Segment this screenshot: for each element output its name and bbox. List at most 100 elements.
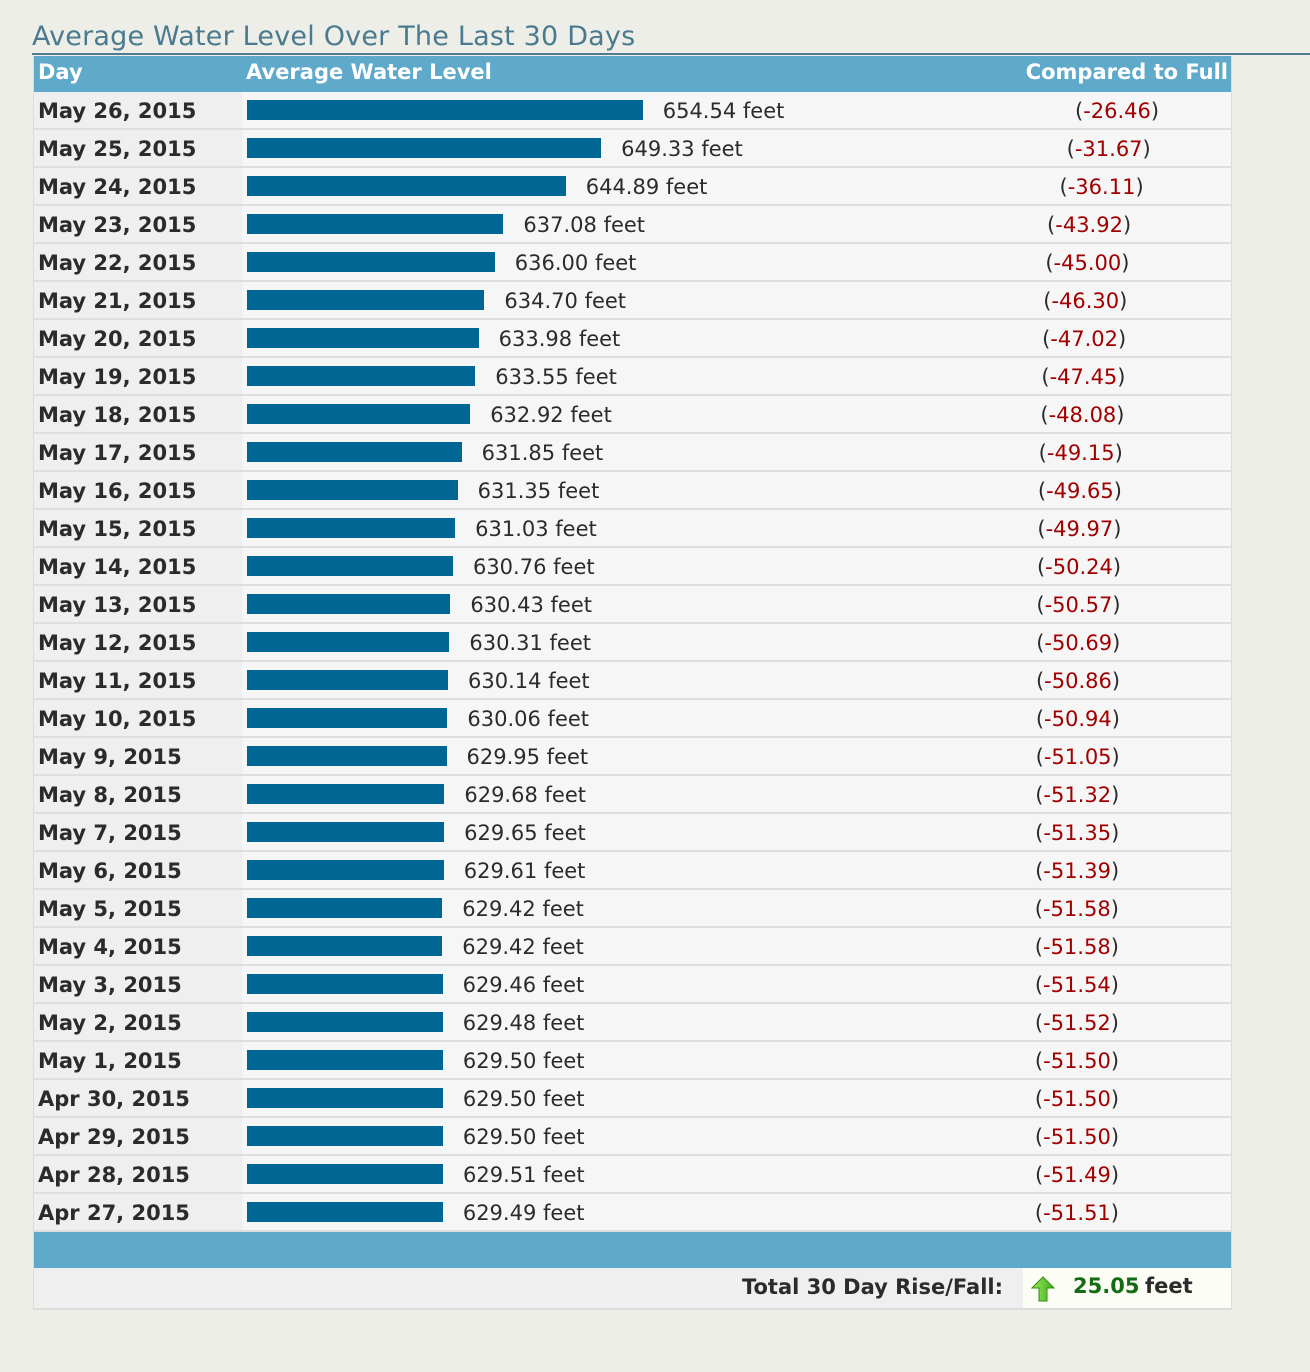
row-compare-value: -50.86 [1044,669,1112,693]
row-level-value: 630.06 [467,707,541,731]
row-compare-value: -47.45 [1049,365,1118,389]
row-level: 633.98 feet [499,320,621,358]
row-day: May 5, 2015 [34,890,242,926]
table-row: May 7, 2015 629.65 feet (-51.35) [34,814,1231,852]
level-bar [247,670,448,690]
row-compare-value: -43.92 [1055,213,1123,237]
row-compare: (-51.05) [1035,745,1120,769]
column-header-level: Average Water Level [246,60,492,84]
row-level: 630.14 feet [468,662,590,700]
row-level-unit: feet [557,479,600,503]
row-level: 629.50 feet [463,1042,585,1080]
table-row: May 17, 2015 631.85 feet (-49.15) [34,434,1231,472]
row-level-unit: feet [543,859,586,883]
row-compare-value: -50.69 [1044,631,1113,655]
table-row: May 23, 2015 637.08 feet (-43.92) [34,206,1231,244]
row-compare: (-49.97) [1037,517,1122,541]
row-level-unit: feet [543,1163,585,1187]
row-day: May 1, 2015 [34,1042,242,1078]
level-bar [247,252,495,272]
column-header-compare: Compared to Full [1025,60,1228,84]
row-level-unit: feet [542,897,584,921]
row-level: 630.06 feet [467,700,589,738]
row-compare: (-26.46) [1074,99,1160,123]
level-bar [247,442,462,462]
row-level: 629.95 feet [467,738,589,776]
row-level: 629.46 feet [463,966,585,1004]
table-row: May 2, 2015 629.48 feet (-51.52) [34,1004,1231,1042]
row-level-value: 631.85 [481,441,556,465]
row-compare: (-51.49) [1034,1163,1120,1187]
level-bar [247,404,471,424]
row-compare: (-49.65) [1037,479,1122,503]
row-compare-value: -51.52 [1043,1011,1111,1035]
row-day: May 3, 2015 [34,966,242,1002]
row-level-value: 629.50 [462,1125,537,1149]
level-bar [247,1164,443,1184]
row-compare-value: -50.94 [1044,707,1112,731]
row-compare: (-50.86) [1035,669,1121,693]
row-level-unit: feet [542,935,584,959]
row-level: 629.61 feet [464,852,586,890]
table-row: Apr 30, 2015 629.50 feet (-51.50) [34,1080,1231,1118]
row-day: May 17, 2015 [34,434,242,470]
row-level-value: 629.48 [462,1011,537,1035]
row-compare-value: -46.30 [1051,289,1120,313]
row-compare-value: -49.15 [1046,441,1115,465]
row-day: May 25, 2015 [34,130,242,166]
table-row: May 25, 2015 649.33 feet (-31.67) [34,130,1231,168]
row-level-unit: feet [603,213,646,237]
row-day: May 16, 2015 [34,472,242,508]
table-row: May 21, 2015 634.70 feet (-46.30) [34,282,1231,320]
row-level: 632.92 feet [490,396,612,434]
row-level-unit: feet [553,555,595,579]
row-day: May 14, 2015 [34,548,242,584]
row-level-unit: feet [570,403,612,427]
row-compare-value: -51.58 [1042,897,1111,921]
row-compare: (-31.67) [1066,137,1151,161]
row-level-unit: feet [547,707,590,731]
level-bar [247,1088,443,1108]
table-header: Day Average Water Level Compared to Full [34,56,1231,92]
row-level: 630.76 feet [473,548,595,586]
level-bar [247,594,451,614]
table-row: May 14, 2015 630.76 feet (-50.24) [34,548,1231,586]
row-level: 630.31 feet [469,624,591,662]
table-row: May 12, 2015 630.31 feet (-50.69) [34,624,1231,662]
table-row: Apr 27, 2015 629.49 feet (-51.51) [34,1194,1231,1232]
level-bar [247,138,602,158]
row-level-value: 630.43 [470,593,544,617]
row-level-value: 629.42 [462,897,536,921]
row-day: Apr 28, 2015 [34,1156,242,1192]
row-level-unit: feet [701,137,743,161]
row-compare: (-46.30) [1043,289,1128,313]
total-unit: feet [1145,1274,1193,1298]
page-title: Average Water Level Over The Last 30 Day… [32,21,636,52]
table-row: May 10, 2015 630.06 feet (-50.94) [34,700,1231,738]
row-level-unit: feet [594,251,637,275]
table-row: May 6, 2015 629.61 feet (-51.39) [34,852,1231,890]
row-level-value: 629.50 [462,1087,537,1111]
level-bar [247,746,447,766]
row-level-unit: feet [575,365,617,389]
row-day: May 18, 2015 [34,396,242,432]
row-level-unit: feet [543,1125,585,1149]
level-bar [247,100,643,120]
row-compare: (-36.11) [1059,175,1144,199]
row-level-unit: feet [549,631,591,655]
row-day: May 9, 2015 [34,738,242,774]
table-row: May 1, 2015 629.50 feet (-51.50) [34,1042,1231,1080]
row-level-value: 631.03 [475,517,549,541]
row-compare-value: -51.05 [1043,745,1112,769]
table-row: May 19, 2015 633.55 feet (-47.45) [34,358,1231,396]
row-day: May 8, 2015 [34,776,242,812]
row-level-value: 644.89 [585,175,660,199]
row-level-value: 629.65 [464,821,538,845]
row-level-unit: feet [542,973,585,997]
row-day: May 24, 2015 [34,168,242,204]
row-level-unit: feet [742,99,785,123]
row-day: May 20, 2015 [34,320,242,356]
row-day: May 10, 2015 [34,700,242,736]
row-compare: (-50.94) [1035,707,1120,731]
table-row: May 9, 2015 629.95 feet (-51.05) [34,738,1231,776]
